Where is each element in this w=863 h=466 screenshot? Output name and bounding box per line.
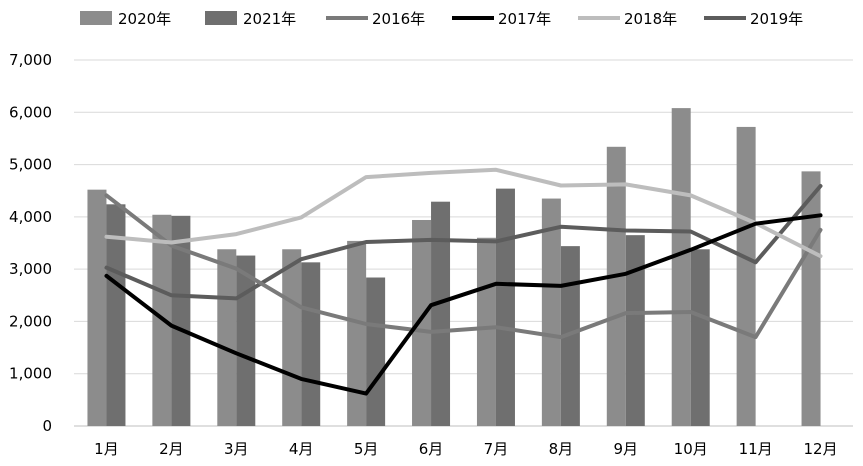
bar-2020年: [541, 198, 561, 426]
legend-label: 2017年: [498, 10, 551, 28]
x-tick-label: 7月: [484, 440, 509, 458]
bar-2020年: [347, 240, 367, 426]
bar-2020年: [736, 126, 756, 426]
bar-series-group: [87, 108, 821, 427]
y-tick-label: 5,000: [9, 156, 52, 174]
x-tick-label: 1月: [94, 440, 119, 458]
bar-2020年: [282, 249, 302, 426]
legend-label: 2019年: [750, 10, 803, 28]
bar-2021年: [690, 249, 710, 426]
line-2019年: [104, 184, 823, 301]
y-tick-label: 1,000: [9, 365, 52, 383]
legend-swatch: [80, 11, 112, 25]
legend-label: 2020年: [118, 10, 171, 28]
x-tick-label: 2月: [159, 440, 184, 458]
legend-item: 2021年: [205, 10, 296, 28]
bar-2021年: [431, 201, 451, 426]
bar-2021年: [171, 215, 191, 426]
y-tick-label: 4,000: [9, 208, 52, 226]
bar-2020年: [412, 219, 432, 426]
gridlines: [74, 59, 853, 427]
bar-2021年: [495, 188, 515, 426]
bar-2021年: [366, 277, 386, 426]
line-2016年: [104, 193, 823, 340]
bar-2020年: [671, 108, 691, 427]
legend: 2020年 2021年 2016年 2017年 2018年 2019年: [80, 10, 803, 28]
line-2017年: [104, 213, 823, 396]
legend-item: 2019年: [704, 10, 803, 28]
x-tick-label: 8月: [549, 440, 574, 458]
legend-swatch: [205, 11, 237, 25]
legend-item: 2020年: [80, 10, 171, 28]
bar-2021年: [625, 235, 645, 426]
legend-item: 2016年: [326, 10, 425, 28]
x-tick-label: 6月: [419, 440, 444, 458]
bar-2021年: [236, 255, 256, 426]
legend-item: 2018年: [578, 10, 677, 28]
bar-2020年: [801, 171, 821, 426]
x-tick-label: 12月: [803, 440, 837, 458]
bar-2020年: [606, 146, 626, 426]
bar-2020年: [87, 189, 107, 426]
y-tick-label: 7,000: [9, 51, 52, 69]
legend-label: 2018年: [624, 10, 677, 28]
y-tick-label: 0: [42, 417, 52, 435]
legend-label: 2021年: [243, 10, 296, 28]
line-2018年: [104, 167, 823, 259]
legend-label: 2016年: [372, 10, 425, 28]
legend-item: 2017年: [452, 10, 551, 28]
bar-2021年: [560, 246, 580, 426]
y-tick-label: 6,000: [9, 103, 52, 121]
x-tick-label: 11月: [739, 440, 773, 458]
x-axis: 1月 2月 3月 4月 5月 6月 7月 8月 9月 10月 11月 12月: [94, 440, 837, 458]
y-tick-label: 2,000: [9, 312, 52, 330]
bar-2020年: [476, 237, 496, 426]
x-tick-label: 5月: [354, 440, 379, 458]
line-series-group: [104, 167, 823, 396]
x-tick-label: 3月: [224, 440, 249, 458]
bar-2021年: [106, 204, 126, 426]
x-tick-label: 9月: [614, 440, 639, 458]
bar-2020年: [217, 249, 237, 426]
y-axis: 0 1,000 2,000 3,000 4,000 5,000 6,000 7,000: [9, 51, 52, 435]
y-tick-label: 3,000: [9, 260, 52, 278]
x-tick-label: 10月: [674, 440, 708, 458]
x-tick-label: 4月: [289, 440, 314, 458]
bar-2021年: [301, 262, 321, 426]
